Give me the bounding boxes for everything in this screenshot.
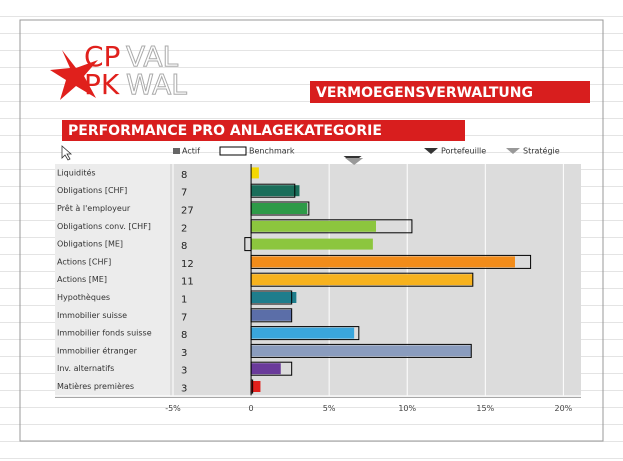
category-label: Obligations [ME] [57,240,123,249]
weight: 12 [181,259,194,270]
bar [251,256,515,268]
title-banner [62,120,465,141]
legend-label: Benchmark [249,147,295,156]
x-tick-label: 15% [476,404,494,413]
weight: 3 [181,384,187,395]
weight: 7 [181,312,187,323]
x-tick-label: 5% [323,404,336,413]
bar [251,220,376,232]
chart: -5% 0 5% 10% 15% 20% Actif Benchmark Portefeuill… [55,146,581,413]
category-label: Obligations [CHF] [57,186,127,195]
weight: 8 [181,170,187,181]
category-label: Inv. alternatifs [57,364,114,373]
category-label: Actions [ME] [57,275,107,284]
weight: 7 [181,188,187,199]
marker [345,158,364,165]
chart-title: PERFORMANCE PRO ANLAGEKATEGORIE [68,123,382,139]
category-label: Actions [CHF] [57,257,111,266]
bar [251,274,473,286]
bar [251,327,355,339]
legend-label: Stratégie [523,146,560,156]
bar [251,309,292,321]
weight: 3 [181,366,187,377]
x-tick-label: 20% [554,404,572,413]
logo-text: PK [84,68,120,101]
bar [251,185,300,197]
x-tick-label: -5% [165,404,181,413]
weight: 11 [181,277,194,288]
weight: 2 [181,223,187,234]
legend-swatch [173,148,180,154]
legend-swatch [424,148,438,154]
logo-text: VAL [126,40,179,73]
bar [251,238,373,250]
legend-swatch [219,146,247,156]
category-label: Immobilier fonds suisse [57,329,152,338]
legend-label: Portefeuille [441,147,486,156]
banner-text: VERMOEGENSVERWALTUNG [316,85,533,101]
bar [251,363,281,375]
legend-swatch [506,148,520,154]
category-label: Immobilier suisse [57,311,127,320]
bar [251,167,259,179]
weight: 8 [181,241,187,252]
weight: 1 [181,295,187,306]
logo-star [50,50,98,100]
logo-text: CP [84,40,120,73]
bar [251,345,472,357]
x-tick-label: 0 [249,404,254,413]
logo-text: WAL [126,68,187,101]
bar [251,292,297,303]
category-label: Liquidités [57,167,96,177]
category-label: Prêt à l'employeur [57,203,131,213]
category-label: Hypothèques [57,292,110,302]
weight: 27 [181,206,194,217]
weight: 3 [181,348,187,359]
x-tick-label: 10% [398,404,416,413]
category-label: Matières premières [57,381,134,391]
weight: 8 [181,330,187,341]
bar [251,203,308,214]
category-label: Immobilier étranger [57,345,138,355]
bar [251,381,261,392]
category-label: Obligations conv. [CHF] [57,222,151,231]
legend-label: Actif [182,147,200,156]
label-column [55,164,170,396]
cursor [61,145,73,161]
slide-border [19,19,604,442]
banner [310,81,590,103]
